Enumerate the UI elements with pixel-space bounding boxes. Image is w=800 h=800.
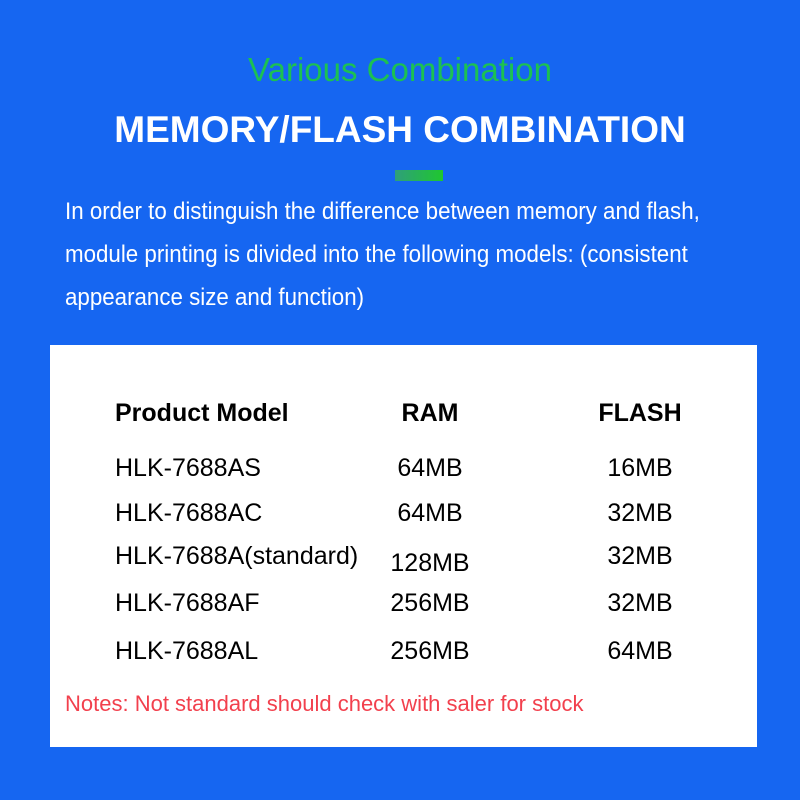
cell-ram: 256MB (390, 637, 470, 665)
page-title: MEMORY/FLASH COMBINATION (114, 109, 686, 150)
column-header-ram: RAM (401, 399, 459, 427)
intro-line-3: appearance size and function) (65, 284, 365, 311)
column-header-product-model: Product Model (115, 399, 289, 427)
table-row: HLK-7688AL 256MB 64MB (50, 636, 757, 666)
cell-ram: 256MB (390, 589, 470, 617)
cell-ram: 64MB (397, 454, 463, 482)
cell-model: HLK-7688AS (115, 454, 261, 482)
cell-ram: 128MB (390, 549, 470, 577)
cell-flash: 16MB (607, 454, 673, 482)
header-subtitle: Various Combination (248, 51, 552, 88)
table-header-row: Product Model RAM FLASH (50, 398, 757, 428)
accent-divider (395, 170, 443, 181)
spec-card: Product Model RAM FLASH HLK-7688AS 64MB … (50, 345, 757, 747)
stock-note: Notes: Not standard should check with sa… (65, 691, 584, 716)
table-row: HLK-7688A(standard) 128MB 32MB (50, 541, 757, 577)
cell-ram: 64MB (397, 499, 463, 527)
cell-flash: 32MB (607, 542, 673, 570)
cell-flash: 32MB (607, 589, 673, 617)
cell-flash: 64MB (607, 637, 673, 665)
intro-line-1: In order to distinguish the difference b… (65, 198, 700, 225)
table-row: HLK-7688AC 64MB 32MB (50, 498, 757, 528)
table-row: HLK-7688AS 64MB 16MB (50, 453, 757, 483)
cell-model: HLK-7688AC (115, 499, 263, 527)
intro-line-2: module printing is divided into the foll… (65, 241, 688, 268)
cell-model: HLK-7688A(standard) (115, 542, 359, 570)
cell-model: HLK-7688AF (115, 589, 260, 617)
cell-model: HLK-7688AL (115, 637, 259, 665)
cell-flash: 32MB (607, 499, 673, 527)
intro-paragraph: In order to distinguish the difference b… (65, 190, 785, 319)
column-header-flash: FLASH (598, 399, 682, 427)
table-row: HLK-7688AF 256MB 32MB (50, 588, 757, 618)
